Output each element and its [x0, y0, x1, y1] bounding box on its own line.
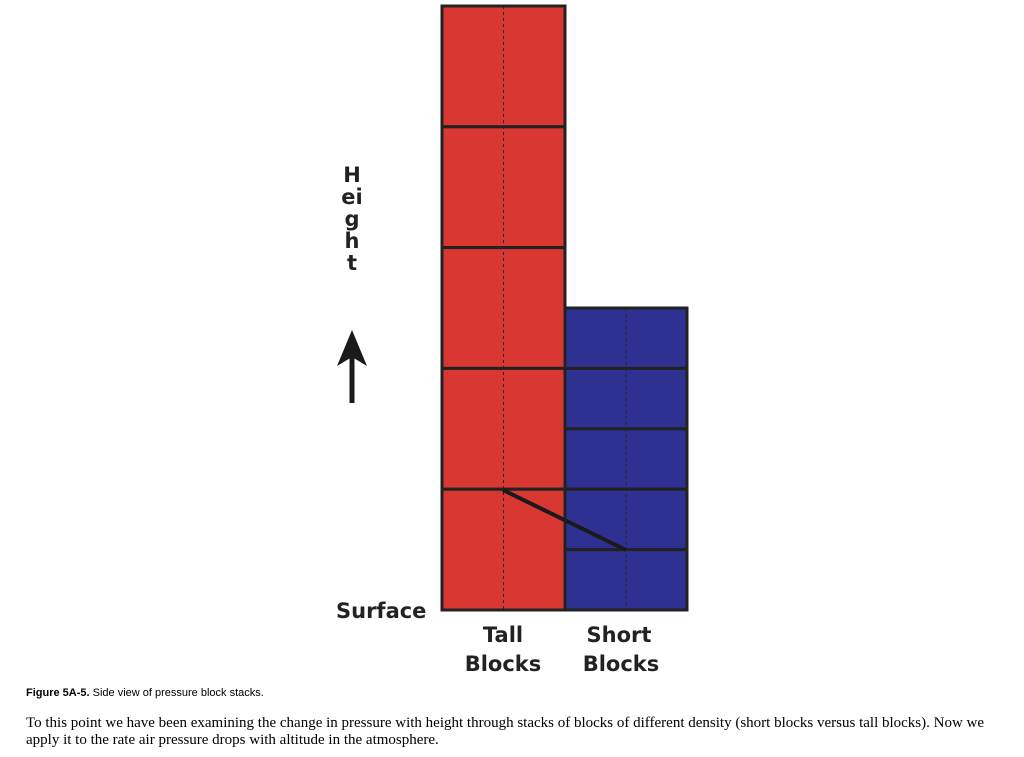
stack-label: Short	[587, 623, 652, 647]
height-label: Height	[341, 163, 363, 275]
caption-label: Figure 5A-5.	[26, 687, 90, 699]
block-stacks	[440, 4, 689, 612]
caption-text: Side view of pressure block stacks.	[92, 687, 264, 699]
surface-label: Surface	[336, 599, 426, 623]
stack-label: Blocks	[465, 652, 542, 676]
diagram: Surface Tall Blocks Short Blocks	[336, 4, 689, 676]
paragraph: To this point we have been examining the…	[26, 715, 985, 748]
pressure-line	[502, 488, 627, 552]
block	[440, 487, 567, 612]
stack-label: Blocks	[583, 652, 660, 676]
caption: Figure 5A-5. Side view of pressure block…	[26, 687, 264, 699]
stack-label: Tall	[483, 623, 523, 647]
arrow-head	[337, 330, 367, 366]
